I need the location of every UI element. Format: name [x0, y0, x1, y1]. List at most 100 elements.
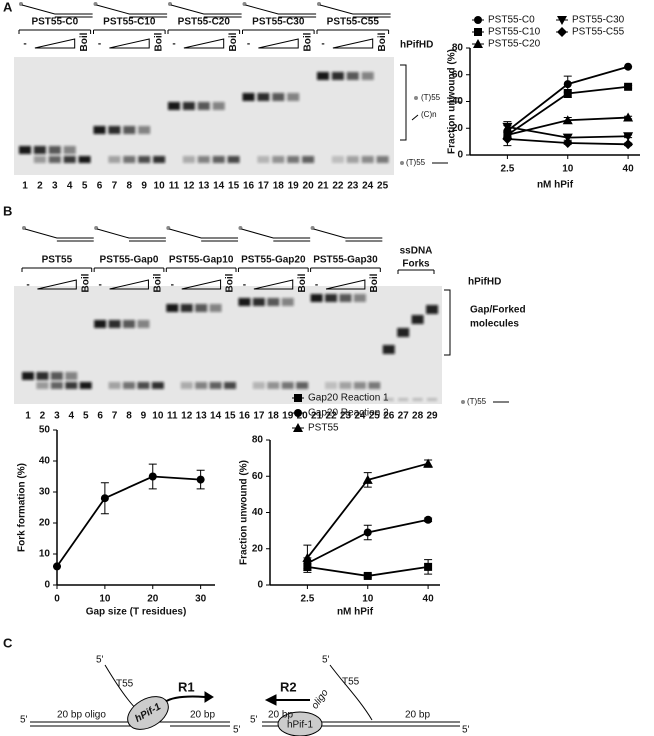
icon — [313, 228, 383, 242]
x-tick-label: 40 — [623, 164, 635, 175]
lane-number: 2 — [37, 181, 43, 192]
wedge — [253, 279, 294, 290]
lane-number: 8 — [127, 181, 133, 192]
gel-band — [252, 298, 265, 306]
bracket — [397, 269, 435, 274]
gel-band — [182, 156, 195, 163]
marker — [562, 137, 573, 148]
gel-band — [168, 102, 180, 110]
legend-marker — [294, 394, 302, 402]
gel-band — [257, 93, 270, 101]
boil-label: Boil — [225, 273, 236, 292]
gel-band — [180, 382, 193, 389]
gel-band — [287, 156, 300, 163]
gel-band — [93, 126, 106, 134]
enzyme-label: hPifHD — [468, 277, 501, 288]
bracket — [167, 29, 241, 34]
gel-band — [195, 304, 208, 312]
y-axis-label: Fraction unwound (%) — [447, 49, 458, 154]
series-line — [56, 475, 201, 567]
lane-number: 3 — [52, 181, 58, 192]
construct-label: PST55-C0 — [31, 17, 78, 28]
x-axis-label: nM hPif — [537, 180, 574, 191]
gel-band — [108, 126, 121, 134]
gel-band — [361, 156, 374, 163]
minus-label: - — [315, 280, 318, 291]
gel-band — [63, 146, 76, 154]
lane-number: 9 — [141, 181, 147, 192]
gel-band — [138, 126, 151, 134]
protein — [277, 711, 323, 736]
marker — [100, 494, 109, 503]
wedge — [181, 279, 222, 290]
gel-band — [65, 372, 78, 380]
construct-label: PST55 — [42, 255, 73, 266]
marker — [302, 552, 313, 562]
marker — [424, 515, 433, 524]
gel-band — [212, 102, 225, 110]
legend-marker — [294, 409, 302, 417]
bracket — [93, 29, 166, 34]
legend-marker — [474, 16, 482, 24]
lane-number: 21 — [317, 181, 329, 192]
boil-label: Boil — [228, 32, 239, 51]
wedge — [37, 279, 77, 290]
gel-band — [19, 146, 31, 154]
gel-band — [397, 328, 410, 337]
gel-band — [48, 156, 61, 163]
annotation: T55 — [342, 677, 360, 688]
lane-number: 23 — [347, 181, 359, 192]
minus-label: - — [243, 280, 246, 291]
legend-label: PST55 — [308, 423, 339, 434]
lane-number: 9 — [141, 411, 147, 422]
lane-number: 13 — [196, 411, 208, 422]
lane-number: 22 — [332, 181, 344, 192]
gel-band — [123, 320, 136, 328]
legend-marker — [473, 39, 483, 48]
icon — [411, 114, 419, 121]
arrow — [164, 695, 206, 703]
gel-band — [108, 156, 121, 163]
lane-number: 17 — [253, 411, 265, 422]
marker — [563, 80, 572, 89]
minus-label: - — [23, 39, 26, 50]
annotation: oligo — [310, 687, 331, 711]
lane-number: 15 — [228, 181, 240, 192]
lane-number: 8 — [126, 411, 132, 422]
marker — [624, 82, 633, 91]
gel-band — [426, 305, 439, 314]
y-tick-label: 20 — [252, 543, 264, 554]
y-tick-label: 60 — [252, 471, 264, 482]
icon — [447, 97, 461, 103]
construct-label: PST55-C20 — [178, 17, 231, 28]
y-axis-label: Fork formation (%) — [17, 463, 28, 552]
gel-band — [151, 382, 164, 389]
lane-number: 21 — [311, 411, 323, 422]
legend-marker — [474, 28, 482, 36]
lane-number: 19 — [288, 181, 300, 192]
gel-band — [195, 382, 208, 389]
x-axis-label: nM hPif — [337, 607, 374, 618]
icon — [461, 400, 465, 404]
gel-band — [197, 156, 210, 163]
bracket — [18, 29, 92, 34]
marker — [362, 474, 373, 484]
marker — [623, 132, 634, 142]
x-tick-label: 30 — [195, 594, 207, 605]
gel-band — [339, 382, 352, 389]
y-tick-label: 20 — [452, 123, 464, 134]
annotation: 20 bp oligo — [57, 710, 106, 721]
gel-band — [137, 382, 150, 389]
y-tick-label: 50 — [39, 425, 51, 436]
lane-number: 20 — [303, 181, 315, 192]
gel-band — [257, 156, 270, 163]
strand — [329, 664, 373, 721]
boil-label: Boil — [377, 32, 388, 51]
lane-number: 3 — [54, 411, 60, 422]
annotation: (T)55 — [406, 158, 426, 167]
bracket — [242, 29, 315, 34]
gel-band — [242, 93, 255, 101]
gel-band — [48, 146, 61, 154]
gel-band — [353, 294, 366, 302]
